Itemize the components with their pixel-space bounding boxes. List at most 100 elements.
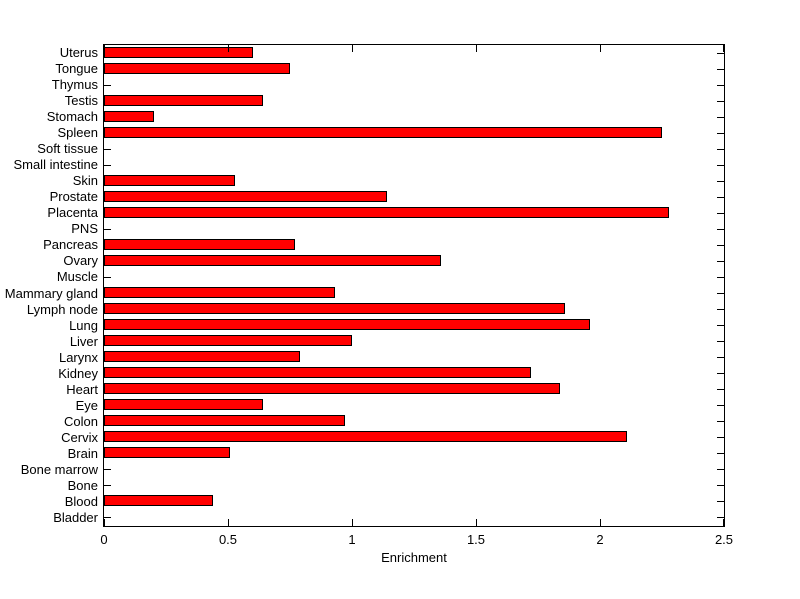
- y-tick-label: Larynx: [58, 349, 98, 365]
- bar-lung: [104, 319, 591, 331]
- x-tick-label: 2.5: [714, 532, 734, 547]
- y-tick-right: [717, 196, 724, 198]
- y-tick-right: [717, 116, 724, 118]
- bar-colon: [104, 415, 345, 427]
- y-tick-left: [104, 469, 111, 471]
- y-tick-label: Liver: [69, 333, 98, 349]
- x-tick-bottom: [351, 519, 353, 526]
- bar-lymph-node: [104, 303, 566, 315]
- y-tick-right: [717, 325, 724, 327]
- y-tick-label: Cervix: [61, 429, 98, 445]
- y-tick-right: [717, 180, 724, 182]
- y-tick-label: Brain: [67, 445, 98, 461]
- bar-spleen: [104, 126, 662, 138]
- bar-blood: [104, 495, 214, 507]
- bar-pancreas: [104, 238, 295, 250]
- y-tick-right: [717, 68, 724, 70]
- plot-area: [103, 44, 725, 527]
- y-tick-label: Spleen: [57, 125, 98, 141]
- y-tick-label: Bone: [67, 477, 98, 493]
- bar-tongue: [104, 62, 290, 74]
- y-tick-label: Lymph node: [26, 301, 98, 317]
- y-tick-left: [104, 164, 111, 166]
- y-tick-left: [104, 517, 111, 519]
- y-tick-right: [717, 276, 724, 278]
- y-tick-label: Uterus: [59, 45, 98, 61]
- y-tick-right: [717, 100, 724, 102]
- y-tick-right: [717, 341, 724, 343]
- x-tick-bottom: [599, 519, 601, 526]
- y-tick-right: [717, 501, 724, 503]
- y-tick-right: [717, 148, 724, 150]
- x-tick-top: [599, 45, 601, 52]
- y-tick-label: Kidney: [58, 365, 98, 381]
- y-tick-label: Eye: [75, 397, 98, 413]
- y-tick-label: Colon: [64, 413, 98, 429]
- y-tick-right: [717, 309, 724, 311]
- bar-mammary-gland: [104, 287, 335, 299]
- x-tick-label: 1: [348, 532, 356, 547]
- y-tick-right: [717, 212, 724, 214]
- y-tick-right: [717, 485, 724, 487]
- y-tick-label: Small intestine: [13, 157, 98, 173]
- x-axis-title: Enrichment: [381, 550, 447, 565]
- y-tick-right: [717, 373, 724, 375]
- y-tick-right: [717, 389, 724, 391]
- y-tick-left: [104, 228, 111, 230]
- y-tick-right: [717, 517, 724, 519]
- y-tick-right: [717, 453, 724, 455]
- y-tick-label: Muscle: [56, 269, 98, 285]
- bar-prostate: [104, 190, 387, 202]
- bar-placenta: [104, 206, 670, 218]
- y-tick-label: Prostate: [49, 189, 98, 205]
- y-tick-right: [717, 260, 724, 262]
- y-tick-label: PNS: [71, 221, 98, 237]
- y-tick-label: Lung: [69, 317, 98, 333]
- y-tick-left: [104, 485, 111, 487]
- y-tick-label: Thymus: [51, 77, 98, 93]
- y-tick-label: Stomach: [46, 109, 98, 125]
- x-tick-bottom: [475, 519, 477, 526]
- y-tick-label: Skin: [72, 173, 98, 189]
- y-tick-right: [717, 244, 724, 246]
- x-tick-label: 2: [596, 532, 604, 547]
- bar-larynx: [104, 351, 300, 363]
- y-tick-label: Placenta: [47, 205, 98, 221]
- bar-eye: [104, 399, 263, 411]
- x-tick-label: 1.5: [466, 532, 486, 547]
- x-tick-bottom: [227, 519, 229, 526]
- y-tick-left: [104, 84, 111, 86]
- y-tick-right: [717, 405, 724, 407]
- bar-ovary: [104, 254, 442, 266]
- y-tick-label: Testis: [64, 93, 98, 109]
- bar-testis: [104, 94, 263, 106]
- bar-kidney: [104, 367, 531, 379]
- x-tick-top: [723, 45, 724, 52]
- x-tick-bottom: [723, 519, 724, 526]
- y-tick-label: Mammary gland: [4, 285, 98, 301]
- x-tick-top: [103, 45, 105, 52]
- y-tick-right: [717, 228, 724, 230]
- y-tick-label: Bone marrow: [20, 461, 98, 477]
- y-tick-label: Ovary: [63, 253, 98, 269]
- bar-brain: [104, 447, 231, 459]
- bar-cervix: [104, 431, 628, 443]
- x-tick-top: [227, 45, 229, 52]
- y-tick-right: [717, 164, 724, 166]
- y-tick-left: [104, 148, 111, 150]
- y-tick-right: [717, 52, 724, 54]
- x-tick-bottom: [103, 519, 105, 526]
- y-tick-label: Pancreas: [43, 237, 98, 253]
- bar-stomach: [104, 110, 154, 122]
- x-tick-label: 0: [100, 532, 108, 547]
- bar-liver: [104, 335, 352, 347]
- y-tick-right: [717, 132, 724, 134]
- y-tick-label: Bladder: [53, 509, 98, 525]
- y-tick-label: Heart: [66, 381, 98, 397]
- y-tick-right: [717, 84, 724, 86]
- x-tick-label: 0.5: [218, 532, 238, 547]
- bar-skin: [104, 174, 236, 186]
- y-tick-label: Blood: [64, 493, 98, 509]
- y-tick-right: [717, 469, 724, 471]
- y-tick-right: [717, 437, 724, 439]
